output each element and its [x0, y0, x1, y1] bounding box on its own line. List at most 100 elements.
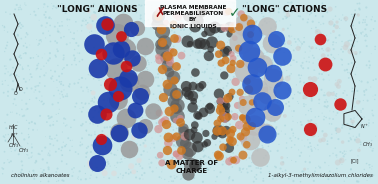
Point	[127, 38, 133, 41]
Point	[221, 104, 227, 107]
Point	[1, 162, 7, 164]
Point	[90, 70, 96, 73]
Point	[90, 91, 96, 94]
Point	[20, 172, 26, 175]
Point	[159, 168, 165, 171]
Point	[246, 81, 253, 84]
Point	[236, 88, 242, 91]
Point	[216, 63, 222, 66]
Point	[273, 38, 279, 40]
Point	[319, 2, 325, 5]
Point	[50, 144, 56, 147]
Point	[330, 41, 336, 44]
Point	[336, 18, 342, 21]
Point	[216, 92, 222, 95]
Point	[100, 155, 106, 158]
Point	[357, 8, 363, 11]
Point	[287, 15, 293, 17]
Point	[308, 107, 314, 110]
Point	[17, 113, 23, 116]
Point	[58, 80, 64, 83]
Point	[328, 123, 335, 125]
Point	[94, 161, 100, 164]
Point	[237, 167, 243, 170]
Point	[316, 102, 322, 105]
Point	[119, 51, 125, 54]
Point	[33, 85, 39, 88]
Point	[364, 162, 370, 165]
Point	[119, 58, 125, 61]
Point	[159, 40, 165, 43]
Point	[333, 114, 339, 117]
Point	[147, 70, 153, 72]
Point	[174, 127, 180, 130]
Point	[333, 132, 339, 135]
Point	[307, 141, 313, 144]
Point	[59, 146, 65, 149]
Point	[214, 175, 220, 178]
Point	[270, 62, 276, 65]
Point	[167, 125, 173, 128]
Point	[246, 61, 253, 64]
Point	[321, 91, 327, 94]
Point	[83, 155, 89, 158]
Point	[370, 27, 376, 30]
Point	[243, 143, 249, 146]
Point	[52, 70, 58, 73]
Point	[165, 3, 171, 6]
Point	[311, 124, 318, 127]
Point	[148, 61, 154, 64]
Point	[152, 60, 158, 63]
Point	[335, 112, 341, 114]
Point	[278, 130, 284, 133]
Point	[232, 80, 239, 83]
Point	[279, 89, 285, 91]
Point	[231, 159, 237, 162]
Point	[272, 52, 278, 55]
Point	[54, 86, 60, 89]
Point	[98, 144, 104, 147]
Point	[2, 72, 8, 75]
Point	[217, 52, 223, 54]
Point	[123, 171, 129, 174]
Point	[242, 17, 248, 20]
Point	[78, 86, 84, 89]
Point	[193, 5, 199, 8]
Point	[332, 94, 338, 97]
Point	[60, 84, 67, 87]
Point	[115, 114, 121, 117]
Point	[251, 119, 257, 122]
Point	[171, 144, 177, 146]
Point	[82, 103, 88, 106]
Point	[325, 105, 331, 107]
Point	[325, 39, 332, 42]
Point	[83, 45, 89, 48]
Point	[358, 31, 364, 34]
Point	[22, 149, 28, 152]
Point	[213, 102, 219, 105]
Point	[171, 37, 177, 40]
Point	[250, 62, 256, 65]
Point	[197, 51, 203, 54]
Point	[224, 84, 230, 87]
Point	[211, 26, 217, 29]
Point	[57, 92, 63, 95]
Point	[244, 80, 250, 83]
Point	[206, 163, 212, 166]
Point	[290, 134, 296, 137]
Point	[312, 116, 318, 118]
Point	[25, 154, 31, 157]
Point	[173, 65, 179, 68]
Point	[297, 81, 303, 84]
Point	[290, 115, 296, 118]
Point	[251, 74, 257, 77]
Point	[75, 176, 81, 178]
Point	[222, 4, 228, 7]
Point	[162, 119, 168, 122]
Point	[53, 150, 59, 153]
Point	[260, 7, 266, 10]
Point	[306, 90, 312, 93]
Point	[330, 118, 336, 121]
Point	[356, 100, 363, 103]
Point	[51, 80, 57, 83]
